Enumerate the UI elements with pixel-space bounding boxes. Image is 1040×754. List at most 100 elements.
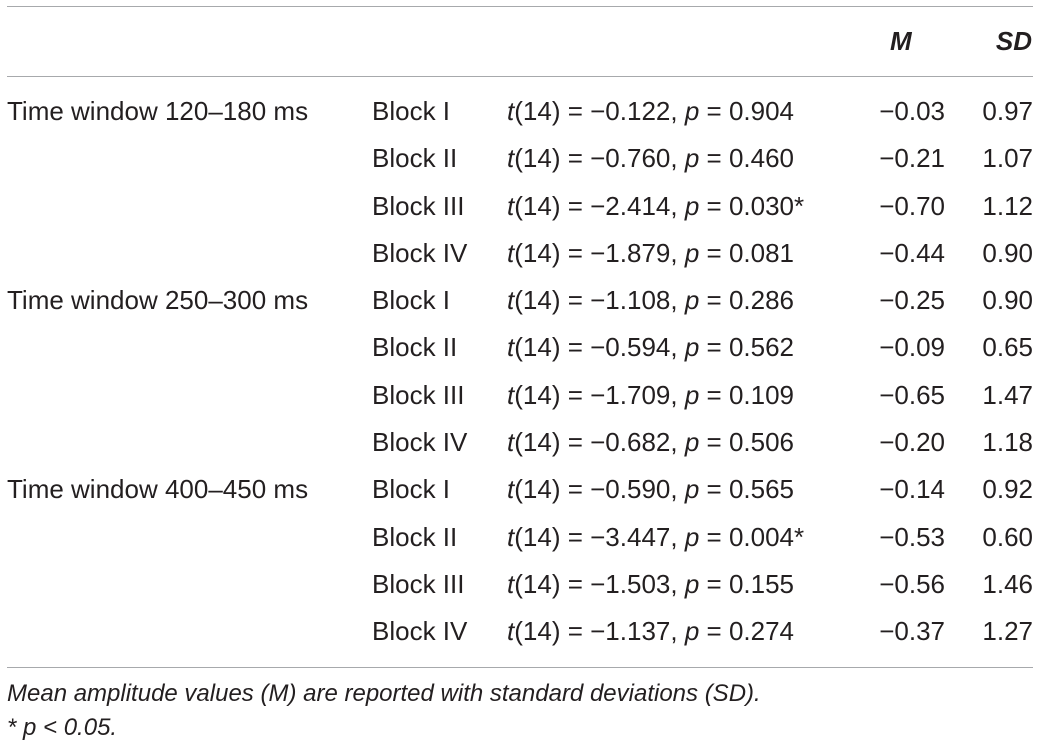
stat-sig: * <box>794 521 805 552</box>
stat-p: 0.004 <box>728 521 795 552</box>
t-test-result: t(14) = −1.503, p = 0.155 <box>507 561 794 608</box>
mean-value: −0.37 <box>879 616 945 647</box>
stat-symbol: p <box>684 237 700 268</box>
sd-value: 1.07 <box>982 143 1033 174</box>
sd-value: 1.47 <box>982 379 1033 410</box>
stat-symbol: ( <box>514 616 523 647</box>
stat-symbol: p <box>684 379 700 410</box>
stat-t: −1.879 <box>590 237 671 268</box>
stat-symbol: , <box>670 237 685 268</box>
stat-p: 0.565 <box>728 474 795 505</box>
mean-value: −0.70 <box>879 190 945 221</box>
time-window-label: Time window 250–300 ms <box>7 285 309 316</box>
t-test-result: t(14) = −3.447, p = 0.004* <box>507 514 804 561</box>
stat-symbol: ) = <box>551 96 591 126</box>
block-label: Block IV <box>372 616 468 647</box>
stat-symbol: t <box>507 143 515 174</box>
stat-symbol: ) = <box>551 190 591 221</box>
stat-p: 0.274 <box>728 616 795 647</box>
stat-df: 14 <box>522 143 552 174</box>
table-row: Time window 120–180 ms Block I t(14) = −0.… <box>0 88 1040 135</box>
stat-symbol: t <box>507 190 515 221</box>
block-label: Block III <box>372 190 465 221</box>
stat-symbol: = <box>699 332 729 363</box>
stat-symbol: p <box>684 568 700 599</box>
stat-symbol: ) = <box>551 332 591 363</box>
stat-symbol: ( <box>514 143 523 174</box>
stat-p: 0.155 <box>728 568 795 599</box>
stat-symbol: = <box>699 474 729 505</box>
stat-df: 14 <box>522 237 552 268</box>
footnote-mean-sd: Mean amplitude values (M) are reported w… <box>7 680 761 707</box>
sd-value: 0.92 <box>982 474 1033 505</box>
stat-symbol: p <box>684 96 700 126</box>
stat-symbol: ( <box>514 568 523 599</box>
table-bottom-rule <box>7 667 1033 668</box>
stat-symbol: , <box>670 616 685 647</box>
stat-df: 14 <box>522 190 552 221</box>
stat-symbol: , <box>670 96 685 126</box>
stat-p: 0.109 <box>728 379 795 410</box>
stat-symbol: = <box>699 285 729 316</box>
stat-df: 14 <box>522 521 552 552</box>
footnote-significance: * p < 0.05. <box>7 714 118 741</box>
t-test-result: t(14) = −0.590, p = 0.565 <box>507 466 794 513</box>
stat-symbol: = <box>699 190 729 221</box>
stat-df: 14 <box>522 379 552 410</box>
stat-p: 0.904 <box>728 96 795 126</box>
sd-value: 0.90 <box>982 237 1033 268</box>
sd-value: 1.18 <box>982 427 1033 458</box>
stat-t: −1.108 <box>590 285 671 316</box>
time-window-label: Time window 120–180 ms <box>7 96 309 126</box>
stat-symbol: = <box>699 616 729 647</box>
block-label: Block I <box>372 474 451 505</box>
stat-symbol: ) = <box>551 237 591 268</box>
stat-t: −0.122 <box>590 96 671 126</box>
stat-symbol: , <box>670 379 685 410</box>
t-test-result: t(14) = −2.414, p = 0.030* <box>507 183 804 230</box>
table-row: Block III t(14) = −2.414, p = 0.030* −0.70… <box>0 183 1040 230</box>
stat-symbol: , <box>670 332 685 363</box>
sd-value: 0.65 <box>982 332 1033 363</box>
stat-symbol: t <box>507 521 515 552</box>
stat-sig: * <box>794 190 805 221</box>
stat-symbol: = <box>699 143 729 174</box>
mean-value: −0.09 <box>879 332 945 363</box>
mean-value: −0.20 <box>879 427 945 458</box>
t-test-result: t(14) = −0.760, p = 0.460 <box>507 135 794 182</box>
stat-symbol: , <box>670 143 685 174</box>
stat-symbol: , <box>670 568 685 599</box>
stat-symbol: p <box>684 285 700 316</box>
column-header-sd: SD <box>995 26 1032 56</box>
stat-symbol: ) = <box>551 521 591 552</box>
stat-p: 0.286 <box>728 285 795 316</box>
stat-df: 14 <box>522 96 552 126</box>
block-label: Block II <box>372 332 458 363</box>
stat-symbol: ( <box>514 474 523 505</box>
sd-value: 0.97 <box>982 96 1033 126</box>
stat-t: −1.709 <box>590 379 671 410</box>
stat-symbol: = <box>699 379 729 410</box>
stat-p: 0.506 <box>728 427 795 458</box>
stat-symbol: ( <box>514 190 523 221</box>
block-label: Block I <box>372 96 451 126</box>
stat-symbol: , <box>670 474 685 505</box>
stat-symbol: p <box>684 521 700 552</box>
stat-symbol: t <box>507 237 515 268</box>
stat-symbol: t <box>507 379 515 410</box>
stat-symbol: ( <box>514 379 523 410</box>
sd-value: 0.90 <box>982 285 1033 316</box>
table-row: Block III t(14) = −1.503, p = 0.155 −0.56 1… <box>0 561 1040 608</box>
block-label: Block III <box>372 379 465 410</box>
stat-symbol: p <box>684 190 700 221</box>
stat-symbol: t <box>507 616 515 647</box>
stat-symbol: p <box>684 616 700 647</box>
t-test-result: t(14) = −1.108, p = 0.286 <box>507 277 794 324</box>
mean-value: −0.65 <box>879 379 945 410</box>
stat-symbol: , <box>670 285 685 316</box>
block-label: Block II <box>372 521 458 552</box>
stat-symbol: , <box>670 521 685 552</box>
table-footnotes: Mean amplitude values (M) are reported w… <box>7 677 761 745</box>
table-row: Block II t(14) = −3.447, p = 0.004* −0.53 0… <box>0 514 1040 561</box>
